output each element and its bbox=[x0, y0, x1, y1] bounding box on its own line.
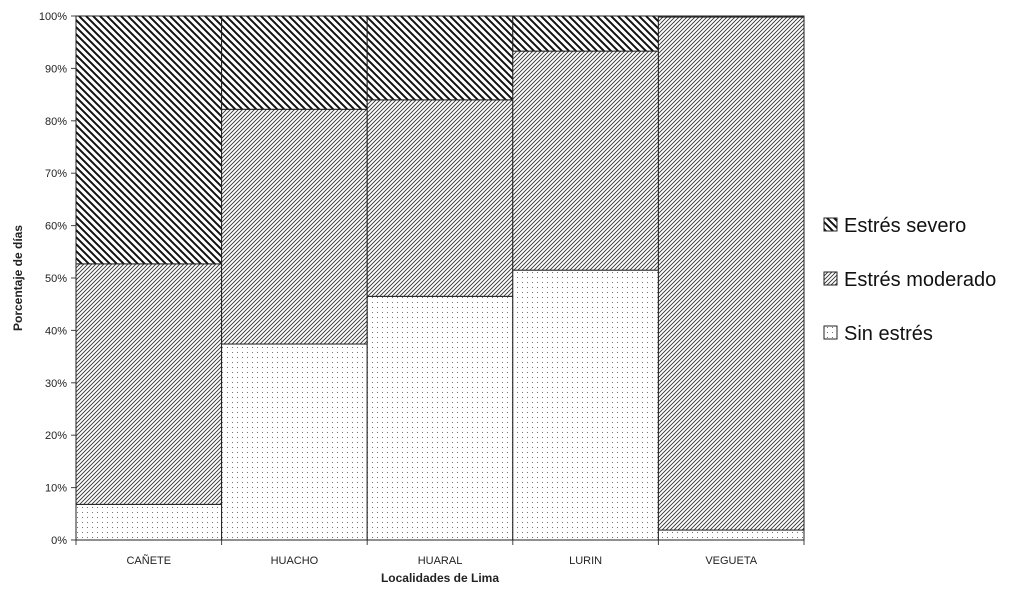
bar-vegueta-estres-moderado bbox=[657, 16, 805, 531]
x-category-label: VEGUETA bbox=[705, 555, 757, 567]
x-category-label: CAÑETE bbox=[126, 554, 171, 567]
legend-label-sin-estres: Sin estrés bbox=[844, 323, 933, 345]
bar-huaral-estres-moderado bbox=[366, 99, 514, 297]
y-tick-label: 90% bbox=[45, 63, 67, 75]
bar-vegueta-estres-severo bbox=[657, 15, 805, 18]
legend-label-estres-moderado: Estrés moderado bbox=[844, 269, 996, 291]
x-category-label: HUARAL bbox=[418, 555, 463, 567]
bar-huaral-estres-severo bbox=[366, 15, 514, 101]
x-category-label: HUACHO bbox=[271, 555, 319, 567]
y-tick-label: 60% bbox=[45, 221, 67, 233]
y-axis-title: Porcentaje de días bbox=[11, 225, 25, 331]
y-tick-label: 30% bbox=[45, 378, 67, 390]
y-tick-label: 70% bbox=[45, 168, 67, 180]
y-tick-label: 50% bbox=[45, 273, 67, 285]
y-tick-label: 0% bbox=[51, 535, 67, 547]
legend-swatch-sin-estres bbox=[823, 325, 838, 340]
y-tick-label: 10% bbox=[45, 483, 67, 495]
labels-layer: 0% 10% 20% 30% 40% 50% 60% 70% 80% 90% 100% CAÑETE H… bbox=[11, 11, 758, 585]
bar-lurin-sin-estres bbox=[512, 269, 659, 541]
bar-canete-estres-severo bbox=[75, 15, 223, 265]
y-tick-label: 40% bbox=[45, 325, 67, 337]
bars-layer bbox=[75, 15, 805, 541]
legend-swatch-estres-severo bbox=[823, 217, 838, 232]
bar-huacho-estres-moderado bbox=[221, 108, 368, 345]
bar-canete-sin-estres bbox=[75, 503, 223, 541]
x-axis-title: Localidades de Lima bbox=[381, 571, 499, 585]
bar-lurin-estres-moderado bbox=[512, 50, 659, 271]
bar-huaral-sin-estres bbox=[366, 295, 514, 541]
bar-vegueta-sin-estres bbox=[657, 529, 805, 541]
bar-huacho-estres-severo bbox=[221, 15, 368, 110]
y-tick-label: 80% bbox=[45, 116, 67, 128]
legend: Estrés severo Estrés moderado Sin estrés bbox=[823, 215, 996, 345]
bar-canete-estres-moderado bbox=[75, 263, 223, 505]
legend-swatch-estres-moderado bbox=[823, 271, 838, 286]
x-category-label: LURIN bbox=[569, 555, 602, 567]
y-tick-label: 100% bbox=[39, 11, 67, 23]
y-tick-label: 20% bbox=[45, 430, 67, 442]
bar-huacho-sin-estres bbox=[221, 343, 368, 541]
legend-label-estres-severo: Estrés severo bbox=[844, 215, 966, 237]
bar-lurin-estres-severo bbox=[512, 15, 659, 52]
